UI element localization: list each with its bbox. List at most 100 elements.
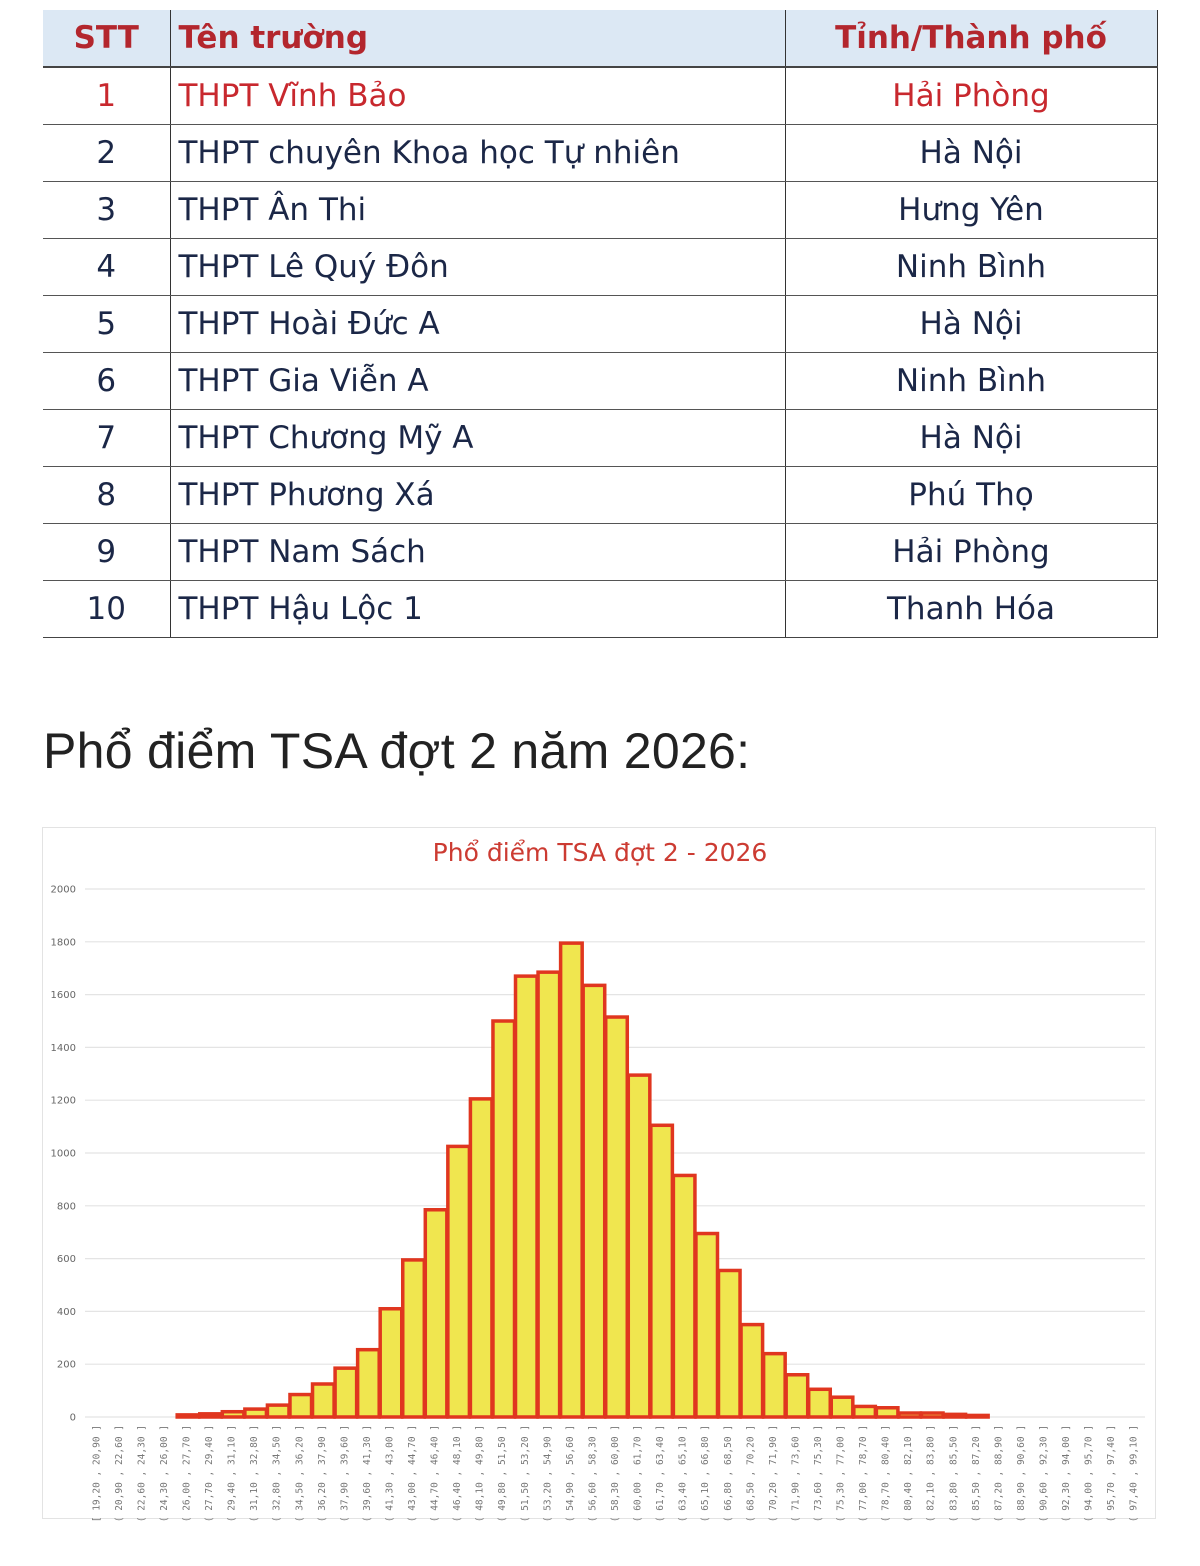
histogram-bar	[806, 1387, 833, 1419]
table-header-row: STT Tên trường Tỉnh/Thành phố	[43, 10, 1158, 68]
cell-school-name: THPT chuyên Khoa học Tự nhiên	[169, 124, 785, 182]
x-tick-label: ( 41,30 , 43,00 ]	[384, 1425, 395, 1522]
header-stt: STT	[43, 10, 170, 68]
cell-stt: 3	[43, 181, 170, 239]
x-tick-label: ( 34,50 , 36,20 ]	[294, 1425, 305, 1522]
x-tick-label: ( 58,30 , 60,00 ]	[610, 1425, 621, 1522]
school-ranking-table: STT Tên trường Tỉnh/Thành phố 1 THPT Vĩnh…	[43, 10, 1158, 638]
x-tick-label: ( 29,40 , 31,10 ]	[227, 1425, 238, 1522]
histogram-bar	[784, 1373, 810, 1419]
table-body: 1 THPT Vĩnh Bảo Hải Phòng 2 THPT chuyên Khoa…	[43, 67, 1158, 638]
x-tick-label: ( 68,50 , 70,20 ]	[745, 1425, 756, 1522]
table-row: 4 THPT Lê Quý Đôn Ninh Bình	[43, 238, 1158, 296]
histogram-bar	[897, 1411, 923, 1419]
histogram-bar	[694, 1231, 720, 1419]
cell-school-name: THPT Ân Thi	[169, 181, 785, 239]
x-tick-label: [ 19,20 , 20,90 ]	[91, 1425, 102, 1522]
histogram-bar	[333, 1366, 359, 1419]
cell-school-name: THPT Vĩnh Bảo	[169, 67, 785, 125]
histogram-bar	[919, 1411, 945, 1419]
histogram-bar	[198, 1412, 224, 1419]
histogram-bar	[355, 1347, 381, 1419]
x-tick-label: ( 20,90 , 22,60 ]	[114, 1425, 125, 1522]
header-school-name: Tên trường	[169, 10, 785, 68]
x-tick-label: ( 49,80 , 51,50 ]	[497, 1425, 508, 1522]
x-tick-label: ( 39,60 , 41,30 ]	[362, 1425, 373, 1522]
header-province: Tỉnh/Thành phố	[784, 10, 1158, 68]
histogram-bar	[671, 1173, 697, 1419]
x-tick-label: ( 82,10 , 83,80 ]	[926, 1425, 937, 1522]
cell-stt: 2	[43, 124, 170, 182]
histogram-bar	[739, 1322, 765, 1419]
section-heading: Phổ điểm TSA đợt 2 năm 2026:	[43, 723, 751, 779]
histogram-bar	[536, 970, 562, 1419]
x-tick-label: ( 44,70 , 46,40 ]	[430, 1425, 441, 1522]
cell-stt: 9	[43, 523, 170, 581]
histogram-bar	[446, 1144, 472, 1419]
y-tick-label: 2000	[51, 885, 76, 896]
x-tick-label: ( 66,80 , 68,50 ]	[723, 1425, 734, 1522]
table-row: 7 THPT Chương Mỹ A Hà Nội	[43, 409, 1158, 467]
histogram-bar	[626, 1073, 652, 1419]
y-tick-label: 1800	[51, 937, 76, 948]
y-tick-label: 800	[57, 1201, 76, 1212]
x-tick-label: ( 90,60 , 92,30 ]	[1039, 1425, 1050, 1522]
histogram-bar	[558, 941, 584, 1419]
table-row: 6 THPT Gia Viễn A Ninh Bình	[43, 352, 1158, 410]
cell-stt: 8	[43, 466, 170, 524]
table-row: 5 THPT Hoài Đức A Hà Nội	[43, 295, 1158, 353]
table-row: 2 THPT chuyên Khoa học Tự nhiên Hà Nội	[43, 124, 1158, 182]
y-tick-label: 0	[70, 1413, 76, 1424]
x-tick-label: ( 77,00 , 78,70 ]	[858, 1425, 869, 1522]
cell-province: Hà Nội	[784, 409, 1158, 467]
histogram-bar	[400, 1258, 427, 1419]
histogram-bar	[942, 1412, 968, 1419]
x-tick-label: ( 26,00 , 27,70 ]	[181, 1425, 192, 1522]
x-tick-label: ( 94,00 , 95,70 ]	[1084, 1425, 1095, 1522]
x-tick-label: ( 56,60 , 58,30 ]	[587, 1425, 598, 1522]
histogram-bar	[852, 1404, 878, 1419]
cell-school-name: THPT Phương Xá	[169, 466, 785, 524]
cell-school-name: THPT Gia Viễn A	[169, 352, 785, 410]
y-tick-label: 1600	[51, 990, 76, 1001]
x-tick-label: ( 85,50 , 87,20 ]	[971, 1425, 982, 1522]
cell-stt: 1	[43, 67, 170, 125]
cell-school-name: THPT Hậu Lộc 1	[169, 580, 785, 638]
x-tick-label: ( 43,00 , 44,70 ]	[407, 1425, 418, 1522]
cell-stt: 4	[43, 238, 170, 296]
histogram-bar	[175, 1413, 201, 1419]
x-tick-label: ( 60,00 , 61,70 ]	[633, 1425, 644, 1522]
x-tick-label: ( 32,80 , 34,50 ]	[272, 1425, 283, 1522]
histogram-bar	[220, 1409, 246, 1419]
x-tick-label: ( 87,20 , 88,90 ]	[993, 1425, 1004, 1522]
histogram-bar	[491, 1019, 517, 1419]
histogram-bar	[649, 1123, 675, 1419]
x-tick-label: ( 70,20 , 71,90 ]	[768, 1425, 779, 1522]
histogram-bar	[423, 1208, 449, 1419]
table-row: 10 THPT Hậu Lộc 1 Thanh Hóa	[43, 580, 1158, 638]
x-tick-label: ( 36,20 , 37,90 ]	[317, 1425, 328, 1522]
cell-province: Hưng Yên	[784, 181, 1158, 239]
histogram-bar	[265, 1403, 291, 1419]
cell-province: Ninh Bình	[784, 238, 1158, 296]
table-row: 8 THPT Phương Xá Phú Thọ	[43, 466, 1158, 524]
y-tick-label: 1400	[51, 1043, 76, 1054]
x-tick-label: ( 71,90 , 73,60 ]	[790, 1425, 801, 1522]
cell-school-name: THPT Chương Mỹ A	[169, 409, 785, 467]
cell-province: Hà Nội	[784, 124, 1158, 182]
x-tick-label: ( 63,40 , 65,10 ]	[678, 1425, 689, 1522]
histogram-bar	[603, 1015, 630, 1419]
x-tick-label: ( 54,90 , 56,60 ]	[565, 1425, 576, 1522]
cell-province: Thanh Hóa	[784, 580, 1158, 638]
cell-school-name: THPT Hoài Đức A	[169, 295, 785, 353]
cell-province: Ninh Bình	[784, 352, 1158, 410]
y-tick-label: 600	[57, 1254, 76, 1265]
x-tick-label: ( 80,40 , 82,10 ]	[903, 1425, 914, 1522]
cell-stt: 5	[43, 295, 170, 353]
histogram-bar	[964, 1413, 990, 1419]
y-tick-label: 200	[57, 1360, 76, 1371]
x-tick-label: ( 65,10 , 66,80 ]	[700, 1425, 711, 1522]
histogram-bar	[513, 974, 539, 1419]
x-tick-label: ( 88,90 , 90,60 ]	[1016, 1425, 1027, 1522]
y-tick-label: 1000	[51, 1149, 76, 1160]
